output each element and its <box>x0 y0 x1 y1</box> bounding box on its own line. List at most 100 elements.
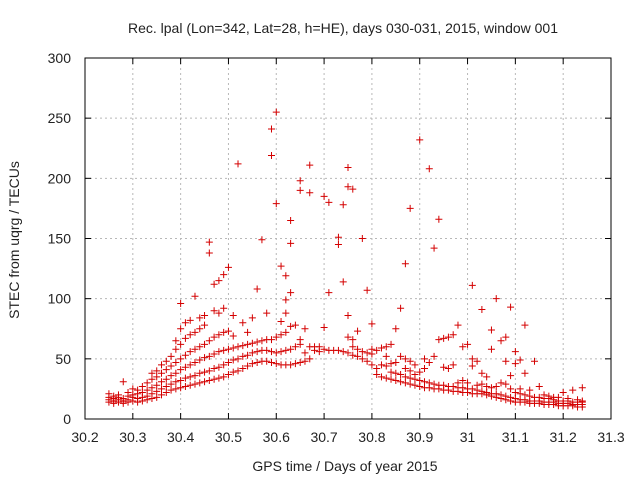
data-point <box>124 389 132 397</box>
data-point <box>334 233 342 241</box>
data-point <box>210 307 218 315</box>
data-point <box>363 357 371 365</box>
data-point <box>172 378 180 386</box>
data-point <box>387 360 395 368</box>
data-point <box>153 373 161 381</box>
data-point <box>210 350 218 358</box>
data-points <box>105 108 586 411</box>
data-point <box>220 373 228 381</box>
data-point <box>167 372 175 380</box>
data-point <box>435 215 443 223</box>
data-point <box>172 345 180 353</box>
data-point <box>177 325 185 333</box>
x-tick-label: 30.9 <box>406 429 433 445</box>
data-point <box>320 192 328 200</box>
data-point <box>253 358 261 366</box>
data-point <box>468 281 476 289</box>
data-point <box>167 362 175 370</box>
data-point <box>535 393 543 401</box>
data-point <box>416 376 424 384</box>
data-point <box>234 343 242 351</box>
data-point <box>287 322 295 330</box>
data-point <box>377 361 385 369</box>
data-point <box>526 392 534 400</box>
x-tick-label: 30.8 <box>358 429 385 445</box>
data-point <box>162 366 170 374</box>
data-point <box>325 198 333 206</box>
data-point <box>277 318 285 326</box>
data-point <box>162 375 170 383</box>
data-point <box>502 333 510 341</box>
data-point <box>248 360 256 368</box>
data-point <box>516 356 524 364</box>
data-point <box>158 391 166 399</box>
data-point <box>377 373 385 381</box>
data-point <box>287 289 295 297</box>
data-point <box>306 161 314 169</box>
data-point <box>186 316 194 324</box>
data-point <box>177 366 185 374</box>
data-point <box>578 397 586 405</box>
data-point <box>220 328 228 336</box>
data-point <box>354 345 362 353</box>
data-point <box>454 321 462 329</box>
x-axis-ticks: 30.2 30.3 30.4 30.5 30.6 30.7 30.8 30.9 31 31.1 31… <box>71 58 625 445</box>
data-point <box>397 304 405 312</box>
data-point <box>382 374 390 382</box>
data-point <box>320 345 328 353</box>
data-point <box>138 383 146 391</box>
data-point <box>220 304 228 312</box>
y-tick-label: 100 <box>48 291 72 307</box>
data-point <box>153 387 161 395</box>
data-point <box>511 389 519 397</box>
data-point <box>143 379 151 387</box>
data-point <box>205 367 213 375</box>
data-point <box>564 395 572 403</box>
data-point <box>253 285 261 293</box>
data-point <box>234 160 242 168</box>
data-point <box>425 379 433 387</box>
x-tick-label: 31.1 <box>502 429 529 445</box>
data-point <box>134 386 142 394</box>
data-point <box>425 165 433 173</box>
data-point <box>478 369 486 377</box>
data-point <box>497 337 505 345</box>
data-point <box>267 336 275 344</box>
data-point <box>291 360 299 368</box>
data-point <box>158 369 166 377</box>
data-point <box>143 392 151 400</box>
data-point <box>162 389 170 397</box>
data-point <box>287 361 295 369</box>
y-axis-label: STEC from uqrg / TECUs <box>6 161 22 319</box>
data-point <box>148 369 156 377</box>
data-point <box>181 319 189 327</box>
data-point <box>397 352 405 360</box>
data-point <box>267 358 275 366</box>
data-point <box>215 363 223 371</box>
data-point <box>349 351 357 359</box>
data-point <box>191 358 199 366</box>
data-point <box>272 200 280 208</box>
data-point <box>291 321 299 329</box>
data-point <box>158 361 166 369</box>
data-point <box>301 349 309 357</box>
y-tick-label: 250 <box>48 110 72 126</box>
data-point <box>244 340 252 348</box>
data-point <box>129 385 137 393</box>
data-point <box>301 357 309 365</box>
data-point <box>158 378 166 386</box>
data-point <box>196 356 204 364</box>
data-point <box>363 349 371 357</box>
data-point <box>110 392 118 400</box>
data-point <box>239 342 247 350</box>
data-point <box>344 312 352 320</box>
data-point <box>148 390 156 398</box>
data-point <box>535 383 543 391</box>
data-point <box>119 378 127 386</box>
data-point <box>358 355 366 363</box>
data-point <box>306 355 314 363</box>
data-point <box>483 373 491 381</box>
data-point <box>296 336 304 344</box>
data-point <box>224 263 232 271</box>
